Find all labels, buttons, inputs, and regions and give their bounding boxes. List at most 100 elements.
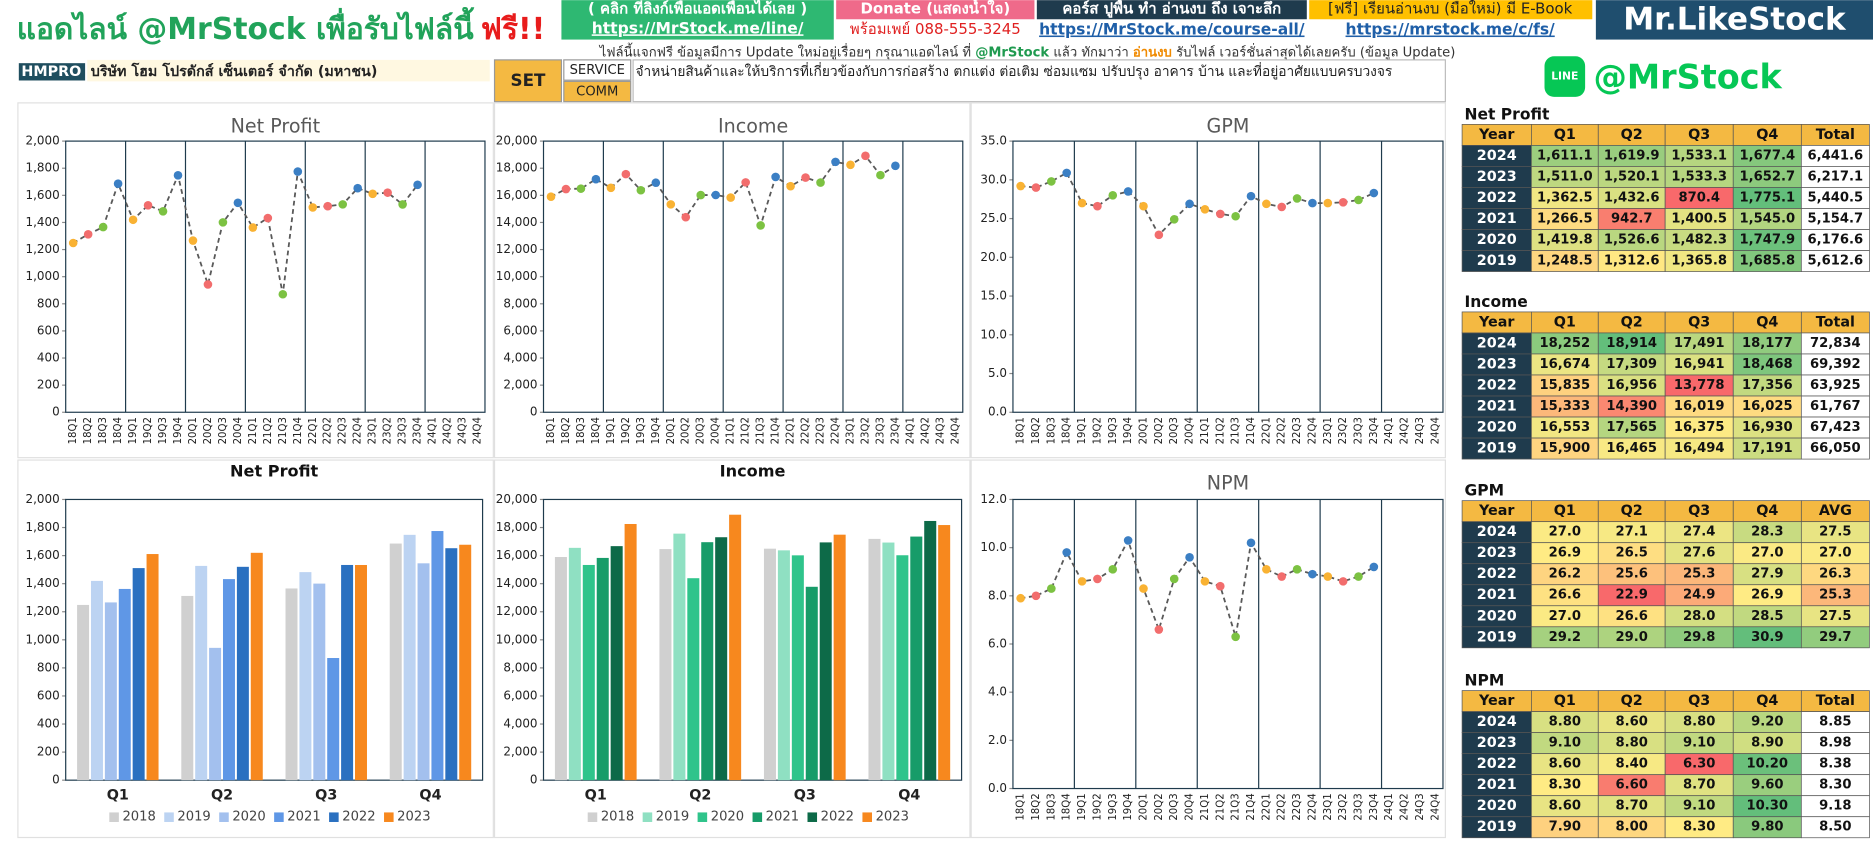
legend-swatch: [697, 812, 708, 822]
x-tick-label: 20Q3: [1169, 417, 1180, 444]
line-url[interactable]: https://MrStock.me/line/: [592, 19, 804, 37]
bar: [417, 563, 430, 781]
table-value: 1,677.4: [1739, 148, 1795, 163]
x-tick-label: 21Q4: [293, 417, 304, 444]
course-url[interactable]: https://MrStock.me/course-all/: [1039, 21, 1305, 39]
plot-area: [542, 498, 963, 781]
point: [1108, 191, 1118, 200]
x-tick-label: 24Q4: [1430, 417, 1441, 444]
y-tick-label: 30.0: [980, 172, 1007, 186]
point: [711, 190, 721, 200]
table-value: 16,465: [1606, 441, 1657, 456]
point: [681, 212, 691, 222]
point: [1108, 565, 1118, 574]
point: [1169, 215, 1179, 224]
point: [203, 280, 213, 289]
point: [398, 200, 407, 209]
table-value: 14,390: [1606, 399, 1657, 414]
x-tick-label: 20Q1: [1138, 793, 1149, 820]
y-tick-label: 600: [37, 323, 60, 337]
y-tick-label: 1,600: [26, 188, 60, 202]
x-tick-label: 22Q3: [1292, 417, 1303, 444]
bar: [146, 554, 159, 781]
y-tick-label: 10.0: [980, 327, 1007, 341]
table-value: 27.0: [1549, 609, 1581, 624]
y-tick-label: 20,000: [496, 134, 538, 148]
point: [1077, 198, 1087, 208]
point: [323, 201, 333, 211]
bar: [132, 568, 145, 781]
x-tick-label: 18Q1: [1016, 793, 1027, 820]
point: [801, 173, 810, 182]
bar: [659, 549, 672, 781]
x-tick-label: 21Q3: [756, 417, 767, 444]
table-value: 6,217.1: [1808, 169, 1864, 184]
bar: [777, 550, 790, 781]
bar: [568, 547, 581, 781]
table-value: 1,775.1: [1739, 190, 1795, 205]
brand: Mr.LikeStock: [1623, 1, 1847, 37]
x-tick-label: 22Q1: [786, 417, 797, 444]
table-value: 8.30: [1683, 820, 1715, 835]
table-value: 16,674: [1539, 357, 1590, 372]
point: [1308, 569, 1317, 579]
bar: [701, 542, 714, 781]
legend-label: 2018: [601, 810, 634, 825]
donate-box: [836, 0, 1035, 20]
y-tick-label: 2,000: [503, 378, 537, 392]
table-value: 8.30: [1819, 778, 1851, 793]
bar: [596, 557, 609, 781]
table-value: 30.9: [1751, 630, 1783, 645]
y-tick-label: 0: [52, 405, 60, 419]
headline-free: ฟรี!!: [481, 12, 545, 47]
y-tick-label: 10,000: [496, 632, 538, 646]
point: [1016, 593, 1025, 603]
point: [1369, 188, 1379, 198]
table-value: 22.9: [1616, 588, 1648, 603]
point: [1354, 195, 1363, 205]
company-name-box: [87, 59, 490, 82]
point: [233, 198, 243, 208]
table-value: 17,356: [1742, 378, 1793, 393]
chart-panel: [17, 102, 494, 459]
x-tick-label: 22Q4: [1307, 793, 1318, 820]
point: [696, 190, 706, 200]
table-value: 6.30: [1683, 757, 1715, 772]
legend-swatch: [862, 812, 872, 822]
chart-title: Net Profit: [231, 114, 321, 137]
x-tick-label: 20Q1: [188, 417, 199, 444]
line-box: [561, 0, 834, 40]
sector: SERVICE: [570, 63, 625, 78]
ebook-url[interactable]: https://mrstock.me/c/fs/: [1346, 21, 1556, 39]
notice-text: รับไฟล์ เวอร์ชั่นล่าสุดได้เลยครับ (ข้อมู…: [1172, 42, 1455, 60]
x-tick-label: 24Q4: [472, 417, 483, 444]
y-tick-label: 10.0: [980, 540, 1007, 554]
header-label: Q4: [1756, 693, 1778, 709]
y-tick-label: 4,000: [503, 351, 537, 365]
table-value: 2024: [1477, 148, 1517, 164]
industry-box: [563, 80, 632, 103]
point: [1262, 565, 1271, 574]
y-tick-label: 200: [37, 378, 60, 392]
x-tick-label: 22Q2: [323, 417, 334, 444]
table-value: 15,900: [1539, 441, 1590, 456]
legend-swatch: [384, 812, 394, 822]
table-value: 2022: [1477, 566, 1517, 582]
y-tick-label: 35.0: [980, 134, 1007, 148]
bar: [673, 533, 686, 781]
table-value: 61,767: [1810, 399, 1861, 414]
point: [816, 178, 825, 187]
y-tick-label: 18,000: [496, 161, 538, 175]
table-value: 1,611.1: [1537, 148, 1593, 163]
point: [1277, 572, 1287, 581]
table-value: 2020: [1477, 608, 1517, 624]
x-tick-label: 20Q3: [696, 417, 707, 444]
line-id[interactable]: @MrStock: [1593, 57, 1782, 96]
point: [1139, 201, 1148, 211]
bar: [459, 544, 472, 781]
point: [113, 179, 123, 189]
y-tick-label: 0.0: [988, 405, 1007, 419]
point: [173, 170, 183, 180]
x-tick-label: 24Q2: [920, 417, 931, 444]
x-tick-label: 19Q1: [606, 417, 617, 444]
